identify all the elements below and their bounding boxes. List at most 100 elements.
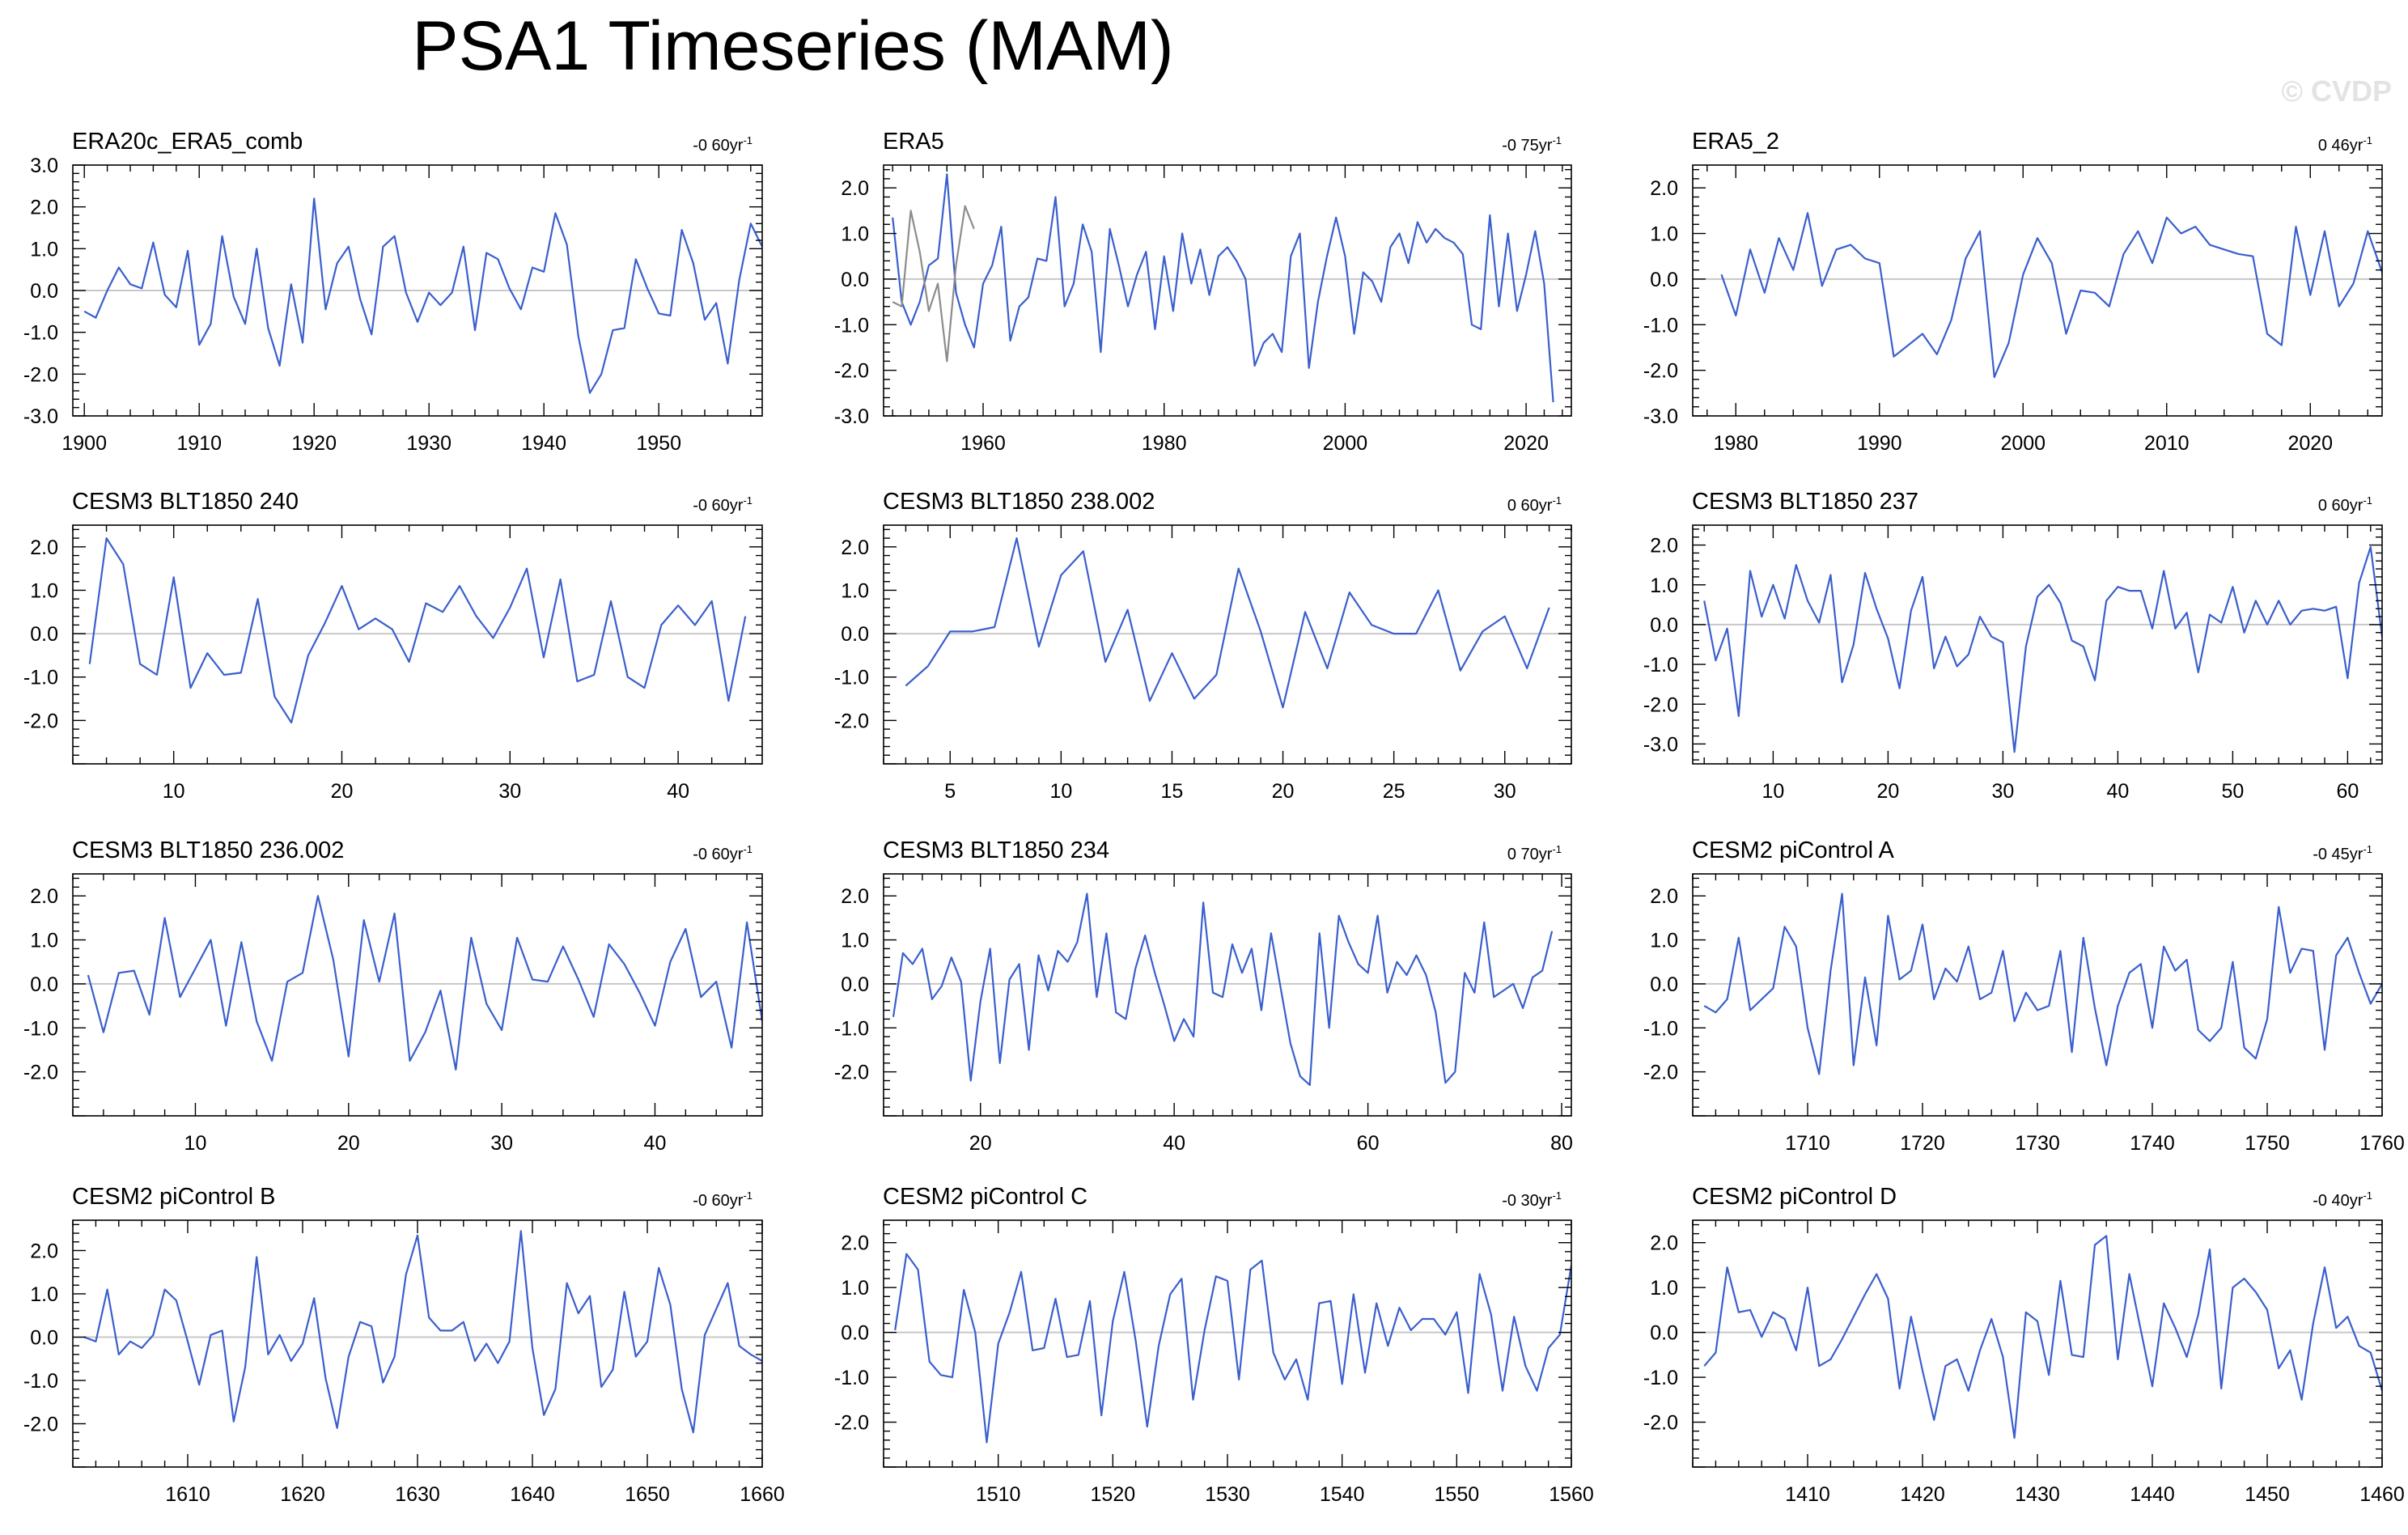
x-tick-label: 2020 bbox=[1503, 432, 1549, 455]
x-tick-label: 40 bbox=[1163, 1132, 1185, 1155]
trend-exponent: -1 bbox=[1552, 494, 1562, 507]
x-tick-label: 1980 bbox=[1142, 432, 1187, 455]
trend-exponent: -1 bbox=[2363, 1189, 2372, 1202]
x-tick-label: 1990 bbox=[1857, 432, 1902, 455]
x-tick-label: 1530 bbox=[1205, 1483, 1250, 1506]
chart-title: CESM3 BLT1850 237 bbox=[1692, 489, 1918, 515]
chart-panel: CESM2 piControl B -0 60yr-1 -2.0 -1.0 0.0 1.0… bbox=[23, 1184, 785, 1506]
y-tick-label: 2.0 bbox=[30, 536, 58, 559]
trend-value: -0 40yr bbox=[2313, 1192, 2363, 1210]
trend-exponent: -1 bbox=[743, 134, 752, 146]
trend-value: -0 60yr bbox=[693, 1192, 744, 1210]
series-line bbox=[1703, 545, 2382, 753]
y-tick-label: -2.0 bbox=[23, 1413, 58, 1435]
x-tick-label: 10 bbox=[1049, 780, 1072, 803]
y-tick-label: -3.0 bbox=[834, 405, 869, 428]
chart-panel: ERA5 -0 75yr-1 -3.0 -2.0 -1.0 0.0 1.0 2.0 1960 19… bbox=[834, 129, 1572, 455]
x-tick-label: 1410 bbox=[1785, 1483, 1830, 1506]
x-tick-label: 10 bbox=[1761, 780, 1784, 803]
x-tick-label: 1510 bbox=[976, 1483, 1021, 1506]
y-tick-label: -2.0 bbox=[834, 1062, 869, 1084]
y-tick-label: 2.0 bbox=[841, 885, 869, 908]
x-tick-label: 1980 bbox=[1713, 432, 1758, 455]
plot-frame bbox=[883, 164, 1572, 417]
series-line bbox=[1703, 893, 2382, 1075]
x-tick-label: 1750 bbox=[2245, 1132, 2290, 1155]
x-tick-label: 2000 bbox=[1323, 432, 1368, 455]
y-tick-label: 2.0 bbox=[1650, 177, 1678, 200]
y-tick-label: -3.0 bbox=[1643, 405, 1678, 428]
x-tick-label: 20 bbox=[331, 780, 354, 803]
x-tick-label: 1760 bbox=[2359, 1132, 2405, 1155]
y-tick-label: 1.0 bbox=[30, 1283, 58, 1306]
trend-label: -0 60yr-1 bbox=[693, 494, 752, 515]
y-tick-label: -1.0 bbox=[1643, 1017, 1678, 1040]
chart-panel: CESM3 BLT1850 236.002 -0 60yr-1 -2.0 -1.0 0.… bbox=[23, 837, 763, 1155]
y-tick-label: 1.0 bbox=[1650, 930, 1678, 952]
y-tick-label: 2.0 bbox=[1650, 885, 1678, 908]
x-tick-label: 1710 bbox=[1785, 1132, 1830, 1155]
x-tick-label: 60 bbox=[2336, 780, 2359, 803]
x-tick-label: 1660 bbox=[740, 1483, 785, 1506]
x-tick-label: 20 bbox=[1272, 780, 1295, 803]
y-tick-label: 1.0 bbox=[1650, 575, 1678, 597]
trend-value: -0 30yr bbox=[1502, 1192, 1553, 1210]
y-tick-label: -2.0 bbox=[834, 360, 869, 383]
trend-exponent: -1 bbox=[2363, 843, 2372, 855]
y-tick-label: -1.0 bbox=[834, 1017, 869, 1040]
chart-title: CESM3 BLT1850 236.002 bbox=[72, 837, 344, 863]
trend-exponent: -1 bbox=[743, 843, 752, 855]
chart-title: CESM2 piControl C bbox=[883, 1184, 1087, 1210]
x-tick-label: 1650 bbox=[625, 1483, 670, 1506]
y-tick-label: 0.0 bbox=[1650, 973, 1678, 996]
y-tick-label: 1.0 bbox=[841, 579, 869, 602]
y-tick-label: -1.0 bbox=[23, 1370, 58, 1393]
trend-label: 0 70yr-1 bbox=[1507, 843, 1562, 863]
trend-label: -0 45yr-1 bbox=[2313, 843, 2372, 863]
x-tick-label: 1620 bbox=[280, 1483, 325, 1506]
series-line bbox=[1720, 212, 2382, 379]
trend-exponent: -1 bbox=[2363, 494, 2372, 507]
x-tick-label: 30 bbox=[490, 1132, 513, 1155]
chart-panel: ERA5_2 0 46yr-1 -3.0 -2.0 -1.0 0.0 1.0 2.0 1980 1… bbox=[1643, 129, 2383, 455]
x-tick-label: 80 bbox=[1550, 1132, 1573, 1155]
plot-frame bbox=[883, 524, 1572, 765]
series-line bbox=[892, 173, 1554, 403]
y-tick-label: -3.0 bbox=[1643, 733, 1678, 756]
chart-title: CESM2 piControl A bbox=[1692, 837, 1894, 863]
watermark: © CVDP bbox=[2281, 74, 2392, 108]
y-tick-label: -1.0 bbox=[23, 322, 58, 345]
trend-value: 0 46yr bbox=[2318, 137, 2363, 155]
x-tick-label: 10 bbox=[163, 780, 185, 803]
x-tick-label: 40 bbox=[667, 780, 689, 803]
trend-exponent: -1 bbox=[743, 1189, 752, 1202]
y-tick-label: 2.0 bbox=[30, 197, 58, 219]
x-tick-label: 20 bbox=[969, 1132, 992, 1155]
chart-panel: CESM2 piControl D -0 40yr-1 -2.0 -1.0 0.0 1.0… bbox=[1643, 1184, 2405, 1506]
series-line bbox=[1703, 1235, 2382, 1440]
trend-value: -0 60yr bbox=[693, 137, 744, 155]
y-tick-label: 1.0 bbox=[1650, 1277, 1678, 1300]
y-tick-label: -1.0 bbox=[1643, 654, 1678, 676]
y-tick-label: -1.0 bbox=[23, 1017, 58, 1040]
x-tick-label: 60 bbox=[1357, 1132, 1380, 1155]
x-tick-label: 1630 bbox=[395, 1483, 440, 1506]
y-tick-label: 1.0 bbox=[841, 223, 869, 246]
y-tick-label: 1.0 bbox=[841, 1277, 869, 1300]
y-tick-label: 0.0 bbox=[841, 623, 869, 646]
x-tick-label: 1960 bbox=[960, 432, 1006, 455]
series-line bbox=[905, 536, 1550, 709]
y-tick-label: 2.0 bbox=[30, 1240, 58, 1262]
plot-frame bbox=[883, 1219, 1572, 1468]
x-tick-label: 5 bbox=[944, 780, 956, 803]
y-tick-label: -1.0 bbox=[1643, 314, 1678, 337]
trend-value: -0 60yr bbox=[693, 846, 744, 863]
y-tick-label: 0.0 bbox=[1650, 269, 1678, 291]
x-tick-label: 1940 bbox=[521, 432, 566, 455]
y-tick-label: -2.0 bbox=[1643, 693, 1678, 716]
y-tick-label: 0.0 bbox=[30, 623, 58, 646]
y-tick-label: 0.0 bbox=[30, 280, 58, 303]
x-tick-label: 1460 bbox=[2359, 1483, 2405, 1506]
trend-label: -0 60yr-1 bbox=[693, 134, 752, 155]
